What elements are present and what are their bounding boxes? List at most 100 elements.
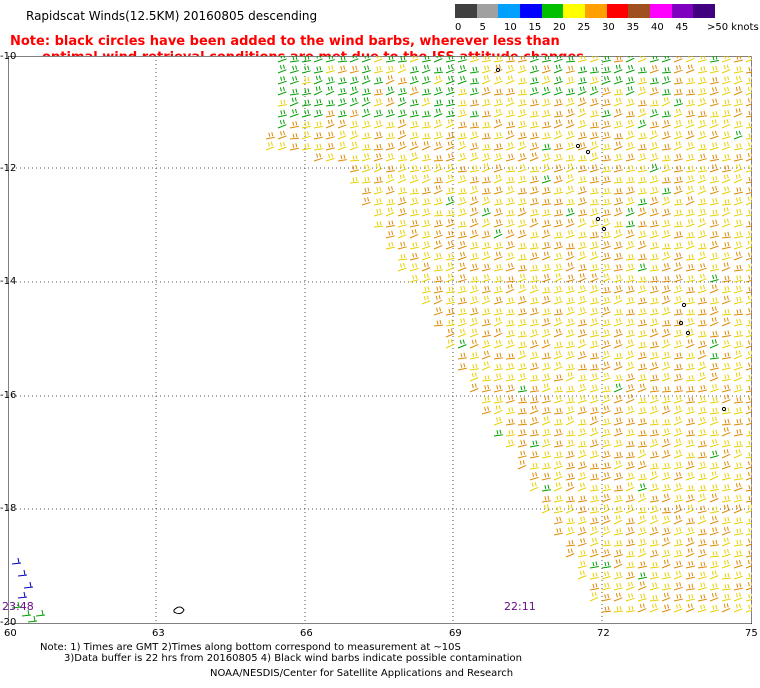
wind-barb — [649, 220, 659, 228]
wind-barb — [517, 152, 527, 162]
wind-barb — [709, 551, 720, 558]
wind-barb — [517, 197, 527, 206]
wind-barb — [493, 352, 503, 360]
wind-barb — [745, 440, 752, 448]
wind-barb — [565, 517, 575, 525]
wind-barb — [685, 99, 695, 107]
wind-barb — [457, 240, 467, 250]
wind-barb — [697, 165, 707, 173]
wind-barb — [517, 89, 528, 96]
wind-barb — [721, 603, 731, 613]
wind-barb — [661, 131, 671, 140]
wind-barb — [349, 109, 359, 118]
wind-barb — [673, 141, 683, 151]
wind-barb — [709, 240, 719, 250]
wind-barb — [733, 571, 743, 580]
wind-barb — [661, 604, 671, 613]
wind-barb — [733, 275, 743, 283]
wind-barb — [625, 176, 635, 184]
wind-barb — [445, 99, 455, 107]
wind-barb — [421, 208, 431, 217]
wind-barb — [673, 449, 683, 459]
contamination-circle — [585, 149, 591, 155]
wind-barb — [337, 119, 347, 129]
wind-barb — [541, 428, 551, 437]
wind-barb — [565, 504, 575, 514]
wind-barb — [553, 407, 563, 415]
wind-barb — [733, 86, 743, 96]
wind-barb — [481, 163, 491, 173]
wind-barb — [529, 110, 539, 118]
wind-barb — [733, 449, 743, 459]
wind-barb — [733, 539, 743, 547]
wind-barb — [649, 196, 659, 206]
wind-barb — [673, 242, 683, 250]
wind-barb — [613, 374, 623, 382]
wind-barb — [529, 429, 539, 437]
wind-barb — [613, 495, 623, 503]
wind-barb — [625, 440, 635, 448]
wind-barb — [481, 251, 491, 261]
wind-barb — [565, 207, 575, 217]
wind-barb — [469, 99, 479, 107]
legend-swatch — [476, 4, 499, 18]
wind-barb — [685, 286, 695, 294]
wind-barb — [625, 207, 635, 217]
wind-barb — [481, 263, 491, 272]
wind-barb — [661, 275, 671, 283]
wind-barb — [577, 472, 587, 481]
wind-barb — [709, 130, 719, 140]
wind-barb — [505, 219, 515, 228]
wind-barb — [589, 66, 599, 74]
wind-barb — [721, 109, 731, 118]
wind-barb — [553, 263, 563, 272]
wind-barb — [625, 220, 635, 228]
wind-barb — [457, 196, 467, 206]
wind-barb — [745, 471, 752, 481]
wind-barb — [733, 407, 743, 415]
wind-barb — [565, 318, 575, 327]
wind-barb — [421, 141, 431, 151]
wind-barb-map — [8, 56, 752, 624]
wind-barb — [613, 274, 623, 283]
wind-barb — [505, 130, 515, 140]
island-outline — [173, 606, 185, 615]
wind-barb — [421, 273, 431, 283]
wind-barb — [541, 251, 551, 261]
wind-barb — [589, 526, 599, 536]
wind-barb — [733, 440, 743, 448]
wind-barb — [445, 163, 455, 173]
wind-barb — [685, 218, 695, 228]
wind-barb — [625, 110, 635, 118]
wind-barb — [745, 319, 752, 327]
wind-barb — [469, 121, 480, 129]
wind-barb — [649, 275, 659, 283]
wind-barb — [661, 56, 671, 63]
wind-barb — [577, 251, 587, 261]
wind-barb — [733, 120, 743, 129]
wind-barb — [493, 131, 503, 140]
wind-barb — [661, 462, 671, 470]
wind-barb — [577, 142, 587, 151]
wind-barb — [445, 240, 455, 250]
wind-barb — [577, 108, 587, 118]
wind-barb — [397, 163, 407, 173]
wind-barb — [709, 209, 719, 217]
wind-barb — [277, 130, 287, 140]
wind-barb — [469, 131, 479, 140]
wind-barb — [397, 154, 407, 162]
wind-barb — [649, 141, 659, 151]
wind-barb — [673, 285, 683, 294]
wind-barb — [673, 352, 683, 360]
wind-barb — [733, 66, 743, 74]
wind-barb — [733, 504, 743, 514]
wind-barb — [721, 231, 731, 239]
wind-barb — [361, 75, 371, 85]
wind-barb — [649, 418, 660, 426]
wind-barb — [637, 561, 647, 569]
wind-barb — [613, 439, 623, 448]
wind-barb — [745, 460, 752, 470]
wind-barb — [313, 109, 323, 118]
wind-barb — [601, 504, 611, 514]
wind-barb — [649, 471, 659, 481]
